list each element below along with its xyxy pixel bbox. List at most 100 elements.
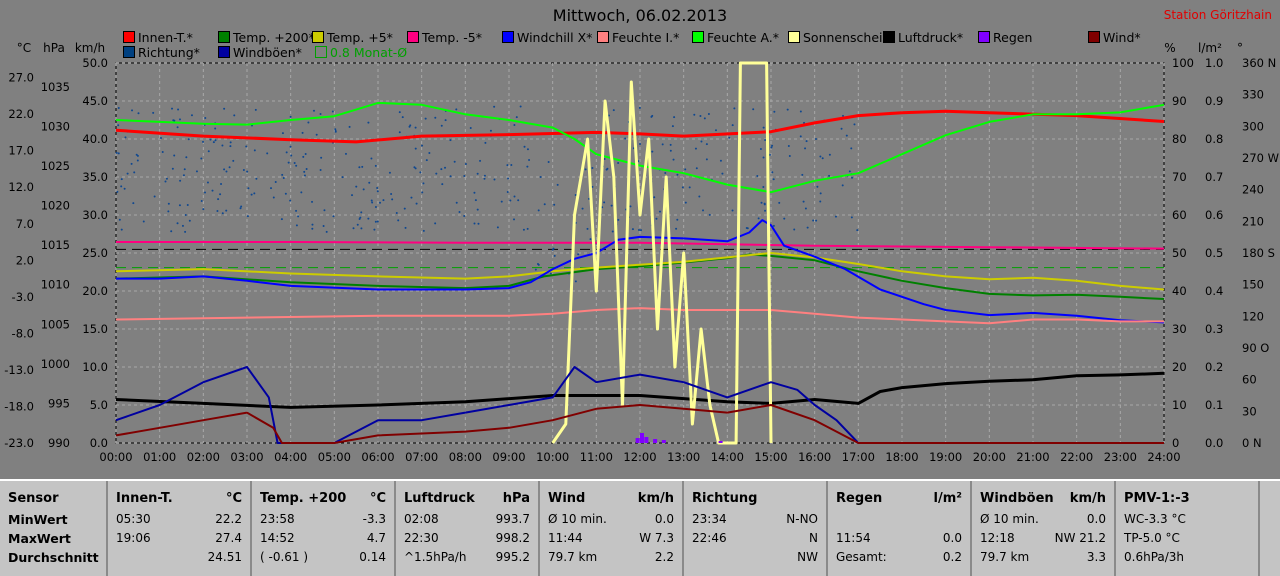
direction-dot <box>250 193 253 196</box>
direction-dot <box>190 114 193 117</box>
direction-dot <box>463 215 466 218</box>
series-line <box>115 101 1165 194</box>
stats-cell: 0.2 <box>942 550 962 564</box>
legend-label: Sonnenschein <box>803 30 891 45</box>
direction-dot <box>390 193 393 196</box>
legend-swatch <box>883 31 895 43</box>
direction-dot <box>403 207 406 210</box>
tick-label-deg: 240 <box>1242 183 1264 197</box>
tick-label-deg: 210 <box>1242 214 1264 228</box>
direction-dot <box>421 144 424 147</box>
direction-dot <box>170 230 173 233</box>
direction-dot <box>821 157 824 160</box>
direction-dot <box>284 192 287 195</box>
direction-dot <box>142 220 145 223</box>
direction-dot <box>367 217 370 220</box>
direction-dot <box>799 110 802 113</box>
stats-header-unit: km/h <box>1069 491 1106 506</box>
tick-label-hpa: 990 <box>48 436 70 450</box>
direction-dot <box>464 163 467 166</box>
stats-header: Sensor <box>8 491 98 506</box>
tick-label-deg: 30 <box>1242 404 1257 418</box>
stats-cell: 12:18 <box>980 531 1015 545</box>
legend-label: Luftdruck* <box>898 30 964 45</box>
direction-dot <box>165 177 168 180</box>
direction-dot <box>221 212 224 215</box>
direction-dot <box>698 195 701 198</box>
direction-dot <box>484 141 487 144</box>
stats-row: Ø 10 min. 0.0 <box>980 512 1106 530</box>
direction-dot <box>152 111 155 114</box>
legend-item: Regen <box>978 30 1032 45</box>
stats-cell: NW <box>797 550 818 564</box>
direction-dot <box>167 202 170 205</box>
direction-dot <box>728 136 731 139</box>
direction-dot <box>801 173 804 176</box>
legend-item: Temp. +200* <box>218 30 315 45</box>
direction-dot <box>762 185 765 188</box>
legend-label: Wind* <box>1103 30 1141 45</box>
direction-dot <box>772 224 775 227</box>
direction-dot <box>851 176 854 179</box>
direction-dot <box>700 140 703 143</box>
direction-dot <box>702 209 705 212</box>
direction-dot <box>229 145 232 148</box>
legend-item: Feuchte I.* <box>597 30 679 45</box>
direction-dot <box>806 226 809 229</box>
stats-column: Sensor MinWert MaxWert Durchschnitt <box>0 481 108 576</box>
direction-dot <box>473 222 476 225</box>
tick-label-deg: 300 <box>1242 119 1264 133</box>
direction-dot <box>315 133 318 136</box>
tick-label-pct: 20 <box>1172 360 1187 374</box>
direction-dot <box>216 210 219 213</box>
direction-dot <box>120 185 123 188</box>
direction-dot <box>184 213 187 216</box>
stats-cell: WC-3.3 °C <box>1124 512 1186 526</box>
direction-dot <box>539 175 542 178</box>
direction-dot <box>537 263 540 266</box>
direction-dot <box>116 190 119 193</box>
tick-label-rain: 0.4 <box>1205 284 1223 298</box>
direction-dot <box>367 121 370 124</box>
tick-label-kmh: 50.0 <box>82 56 108 70</box>
direction-dot <box>200 199 203 202</box>
tick-label-pct: 0 <box>1172 436 1179 450</box>
direction-dot <box>304 152 307 155</box>
tick-label-time: 06:00 <box>361 450 394 464</box>
station-name: Station Göritzhain <box>1163 8 1272 22</box>
direction-dot <box>414 167 417 170</box>
direction-dot <box>425 159 428 162</box>
direction-dot <box>245 145 248 148</box>
stats-row: ^1.5hPa/h 995.2 <box>404 550 530 568</box>
tick-label-temp: 12.0 <box>8 180 34 194</box>
direction-dot <box>510 163 513 166</box>
direction-dot <box>760 201 763 204</box>
tick-label-pct: 100 <box>1172 56 1194 70</box>
tick-label-time: 13:00 <box>667 450 700 464</box>
direction-dot <box>745 226 748 229</box>
direction-dot <box>137 112 140 115</box>
tick-label-deg: 330 <box>1242 88 1264 102</box>
stats-header-label: Innen-T. <box>116 491 173 506</box>
direction-dot <box>282 176 285 179</box>
direction-dot <box>178 204 181 207</box>
direction-dot <box>688 186 691 189</box>
direction-dot <box>522 228 525 231</box>
tick-label-rain: 0.2 <box>1205 360 1223 374</box>
stats-cell: MinWert <box>8 512 68 527</box>
tick-label-rain: 0.1 <box>1205 398 1223 412</box>
direction-dot <box>768 153 771 156</box>
direction-dot <box>694 147 697 150</box>
direction-dot <box>819 155 822 158</box>
tick-label-deg: 90 O <box>1242 341 1269 355</box>
direction-dot <box>325 230 328 233</box>
tick-label-pct: 70 <box>1172 170 1187 184</box>
direction-dot <box>669 143 672 146</box>
tick-label-pct: 60 <box>1172 208 1187 222</box>
tick-label-time: 10:00 <box>536 450 569 464</box>
stats-row: MinWert <box>8 512 98 530</box>
direction-dot <box>334 128 337 131</box>
direction-dot <box>840 127 843 130</box>
stats-cell: 05:30 <box>116 512 151 526</box>
tick-label-time: 15:00 <box>754 450 787 464</box>
